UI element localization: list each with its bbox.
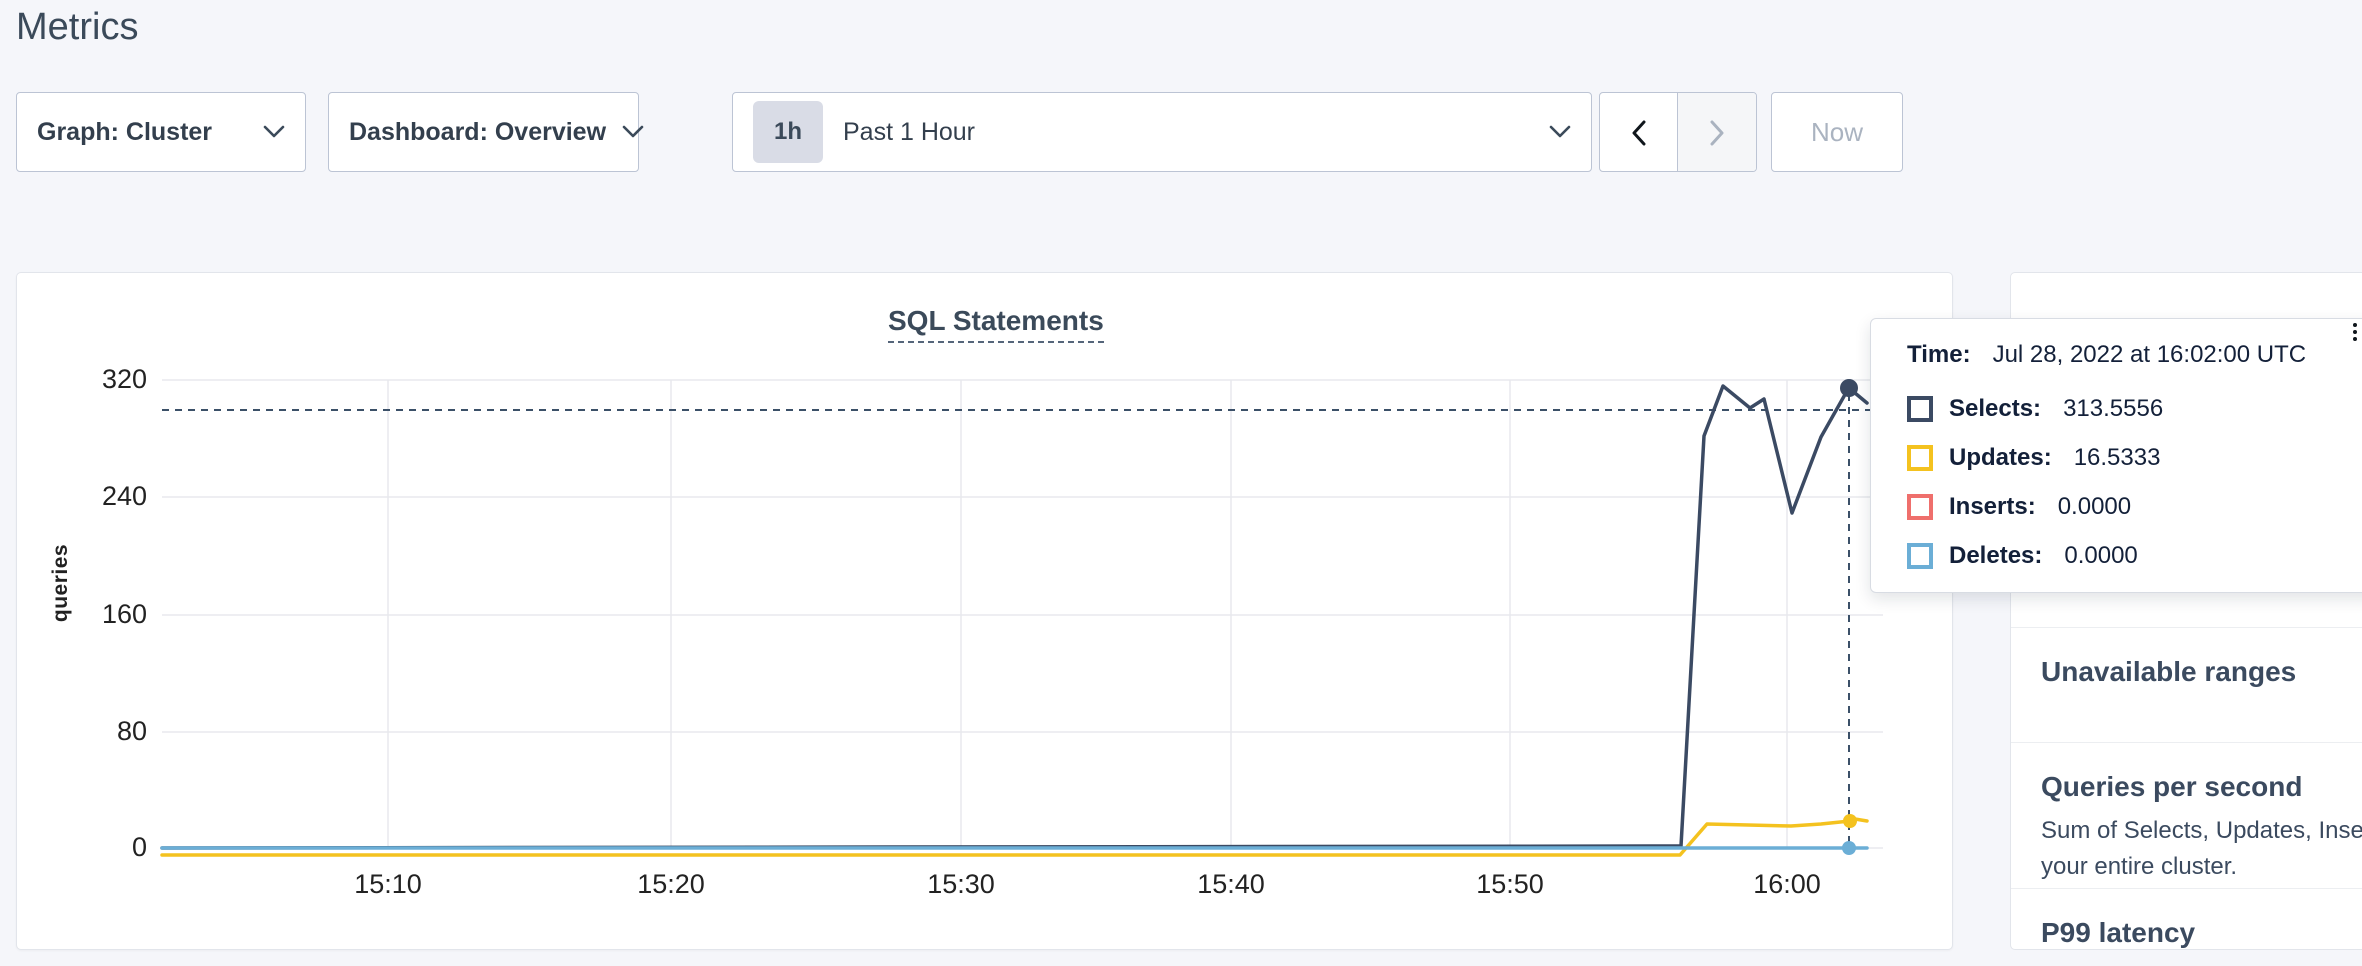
svg-text:240: 240 bbox=[102, 481, 147, 511]
svg-text:320: 320 bbox=[102, 364, 147, 394]
svg-text:15:30: 15:30 bbox=[927, 869, 995, 899]
svg-text:80: 80 bbox=[117, 716, 147, 746]
svg-text:16:00: 16:00 bbox=[1753, 869, 1821, 899]
svg-text:15:10: 15:10 bbox=[354, 869, 422, 899]
svg-text:160: 160 bbox=[102, 599, 147, 629]
svg-text:15:20: 15:20 bbox=[637, 869, 705, 899]
svg-text:0: 0 bbox=[132, 832, 147, 862]
svg-text:15:50: 15:50 bbox=[1476, 869, 1544, 899]
svg-text:15:40: 15:40 bbox=[1197, 869, 1265, 899]
